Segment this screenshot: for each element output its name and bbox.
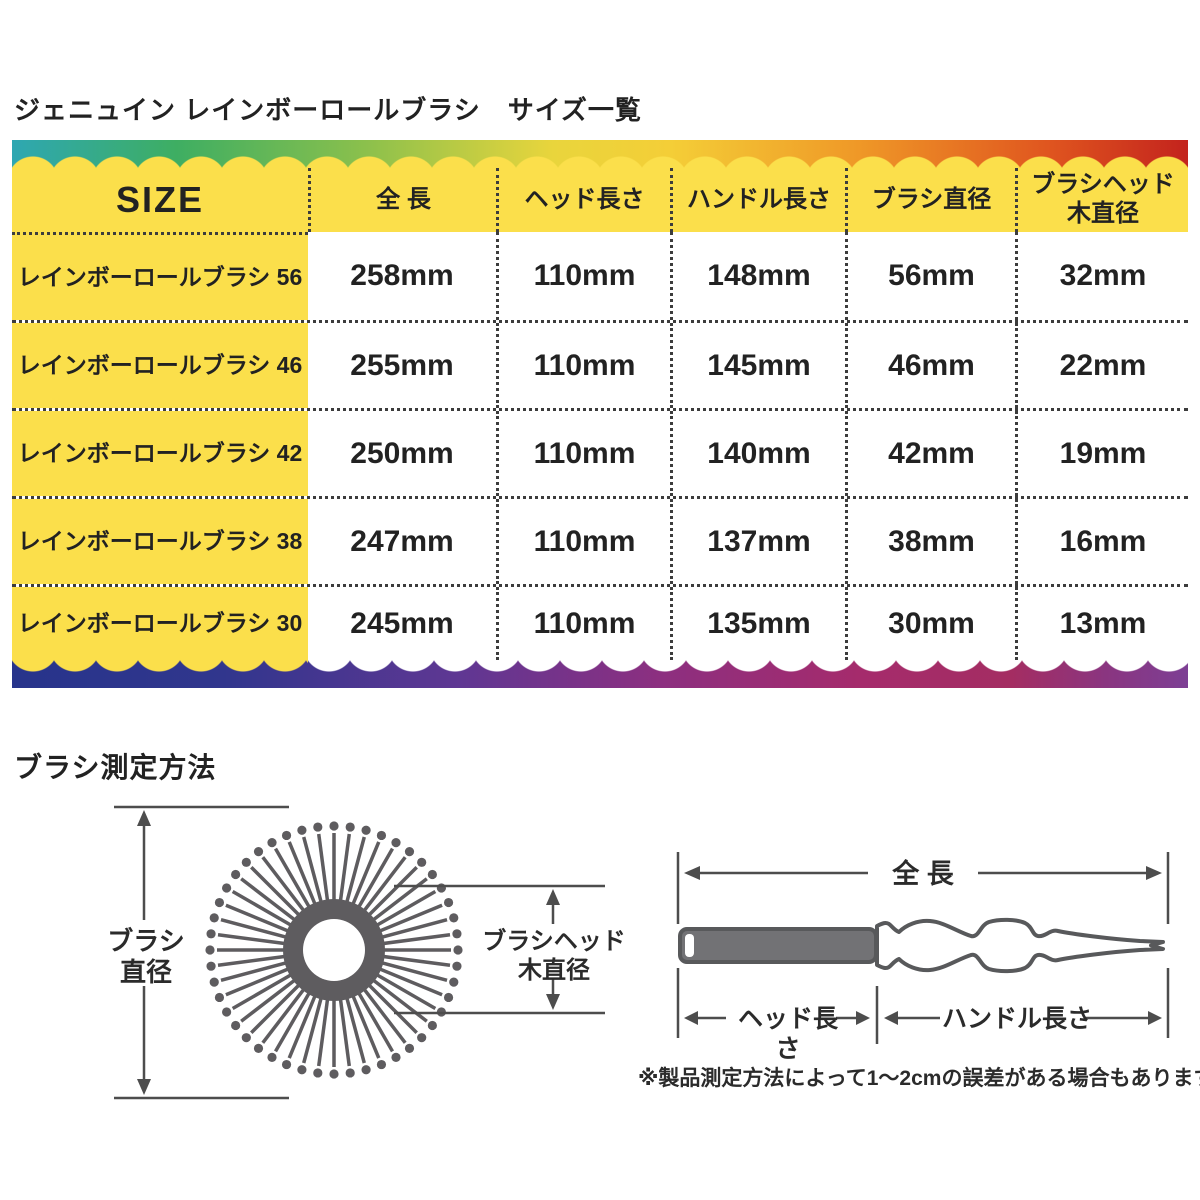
head-wood-diameter-value: 19mm bbox=[1015, 411, 1188, 496]
head-wood-diameter-value: 32mm bbox=[1015, 232, 1188, 320]
arrow-right-icon bbox=[1146, 866, 1162, 880]
boundary-lines bbox=[676, 852, 1170, 1044]
head-wood-diameter-value: 13mm bbox=[1015, 587, 1188, 660]
brush-diameter-dimension bbox=[114, 805, 289, 1100]
arrow-right-icon bbox=[1148, 1011, 1162, 1025]
head-length-value: 110mm bbox=[496, 232, 670, 320]
row-label: レインボーロールブラシ 30 bbox=[12, 587, 308, 660]
brush-head-shape bbox=[678, 927, 878, 964]
head-wood-diameter-dimension bbox=[394, 884, 605, 1015]
arrow-left-icon bbox=[684, 866, 700, 880]
handle-length-value: 140mm bbox=[670, 411, 845, 496]
header-brush-diameter: ブラシ直径 bbox=[845, 168, 1015, 232]
header-size: SIZE bbox=[12, 168, 308, 232]
total-length-label: 全 長 bbox=[892, 859, 954, 889]
header-total-length: 全 長 bbox=[308, 168, 496, 232]
head-length-value: 110mm bbox=[496, 499, 670, 584]
head-wood-diameter-value: 22mm bbox=[1015, 323, 1188, 408]
handle-length-label: ハンドル長さ bbox=[942, 1005, 1093, 1033]
table-top-rainbow-border bbox=[12, 140, 1188, 168]
brush-diameter-value: 56mm bbox=[845, 232, 1015, 320]
row-label: レインボーロールブラシ 38 bbox=[12, 499, 308, 584]
head-length-value: 110mm bbox=[496, 411, 670, 496]
page-title: ジェニュイン レインボーロールブラシ サイズ一覧 bbox=[14, 95, 642, 125]
head-length-value: 110mm bbox=[496, 323, 670, 408]
header-head-wood-diameter: ブラシヘッド 木直径 bbox=[1015, 168, 1188, 232]
arrow-right-icon bbox=[856, 1011, 870, 1025]
size-table: SIZE 全 長 ヘッド長さ ハンドル長さ ブラシ直径 ブラシヘッド 木直径 レ… bbox=[12, 140, 1188, 688]
brush-head-end-cap bbox=[685, 934, 694, 957]
brush-diameter-value: 42mm bbox=[845, 411, 1015, 496]
handle-length-value: 148mm bbox=[670, 232, 845, 320]
arrow-up-icon bbox=[137, 810, 151, 826]
brush-diameter-value: 30mm bbox=[845, 587, 1015, 660]
brush-cross-section-diagram bbox=[114, 805, 605, 1100]
table-row: レインボーロールブラシ 42 250mm 110mm 140mm 42mm 19… bbox=[12, 408, 1188, 496]
head-length-value: 110mm bbox=[496, 587, 670, 660]
wood-core-hole bbox=[303, 919, 365, 981]
bottom-scallop-white bbox=[308, 660, 1188, 676]
table-row: レインボーロールブラシ 56 258mm 110mm 148mm 56mm 32… bbox=[12, 232, 1188, 320]
brush-handle-shape bbox=[875, 917, 1165, 974]
handle-length-value: 137mm bbox=[670, 499, 845, 584]
table-header-row: SIZE 全 長 ヘッド長さ ハンドル長さ ブラシ直径 ブラシヘッド 木直径 bbox=[12, 168, 1188, 232]
arrow-down-icon bbox=[546, 994, 560, 1010]
row-label: レインボーロールブラシ 56 bbox=[12, 232, 308, 320]
table-row: レインボーロールブラシ 30 245mm 110mm 135mm 30mm 13… bbox=[12, 584, 1188, 660]
table-bottom-rainbow-border bbox=[12, 660, 1188, 688]
total-length-value: 247mm bbox=[308, 499, 496, 584]
total-length-value: 255mm bbox=[308, 323, 496, 408]
arrow-down-icon bbox=[137, 1079, 151, 1095]
header-head-length: ヘッド長さ bbox=[496, 168, 670, 232]
arrow-left-icon bbox=[684, 1011, 698, 1025]
brush-diameter-value: 46mm bbox=[845, 323, 1015, 408]
brush-side-view-diagram bbox=[676, 852, 1170, 1044]
table-row: レインボーロールブラシ 46 255mm 110mm 145mm 46mm 22… bbox=[12, 320, 1188, 408]
arrow-left-icon bbox=[884, 1011, 898, 1025]
total-length-value: 245mm bbox=[308, 587, 496, 660]
arrow-up-icon bbox=[546, 889, 560, 905]
row-label: レインボーロールブラシ 42 bbox=[12, 411, 308, 496]
row-label: レインボーロールブラシ 46 bbox=[12, 323, 308, 408]
header-handle-length: ハンドル長さ bbox=[670, 168, 845, 232]
measurement-section-title: ブラシ測定方法 bbox=[14, 752, 217, 783]
measurement-footnote: ※製品測定方法によって1～2cmの誤差がある場合もあります。 bbox=[638, 1067, 1200, 1090]
total-length-value: 258mm bbox=[308, 232, 496, 320]
handle-length-value: 135mm bbox=[670, 587, 845, 660]
table-row: レインボーロールブラシ 38 247mm 110mm 137mm 38mm 16… bbox=[12, 496, 1188, 584]
head-length-label: ヘッド長さ bbox=[737, 1005, 838, 1063]
handle-length-value: 145mm bbox=[670, 323, 845, 408]
total-length-value: 250mm bbox=[308, 411, 496, 496]
brush-diameter-label: ブラシ 直径 bbox=[107, 926, 185, 988]
brush-diameter-value: 38mm bbox=[845, 499, 1015, 584]
head-wood-diameter-value: 16mm bbox=[1015, 499, 1188, 584]
bottom-scallop-yellow bbox=[12, 660, 308, 676]
bristle-sunburst bbox=[205, 821, 463, 1079]
head-wood-diameter-label: ブラシヘッド 木直径 bbox=[482, 928, 626, 984]
